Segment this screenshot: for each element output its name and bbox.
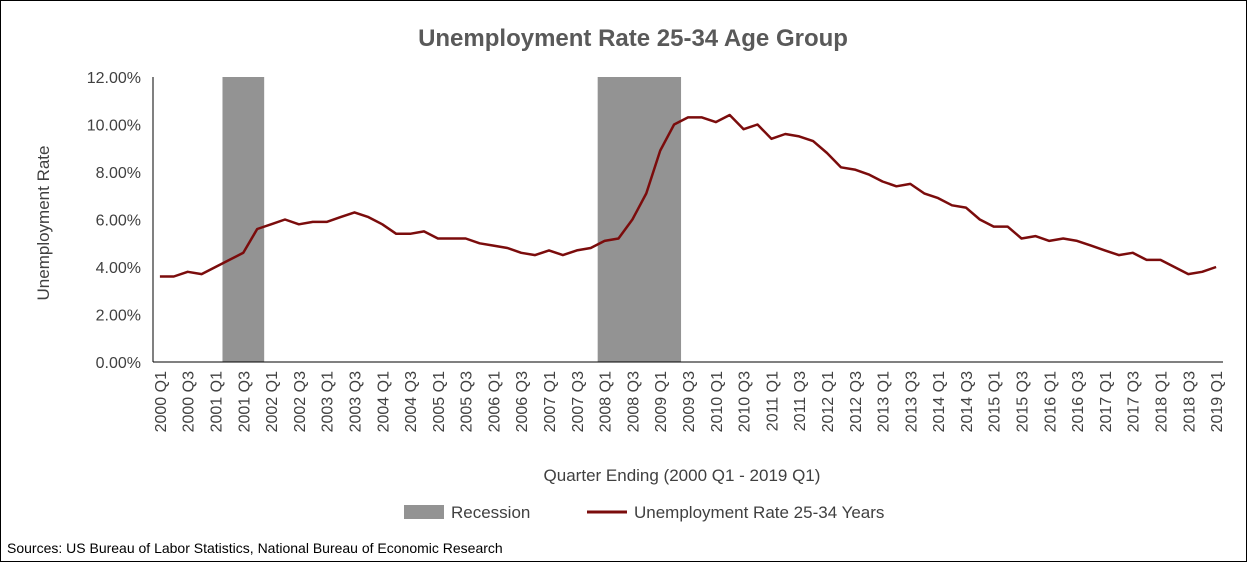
x-tick-label: 2004 Q3: [403, 371, 420, 432]
x-tick-label: 2013 Q3: [903, 371, 920, 432]
x-tick-label: 2007 Q1: [542, 371, 559, 432]
x-tick-label: 2008 Q3: [625, 371, 642, 432]
x-tick-label: 2002 Q1: [264, 371, 281, 432]
y-tick-label: 6.00%: [96, 213, 141, 230]
x-tick-label: 2014 Q3: [959, 371, 976, 432]
y-tick-label: 8.00%: [96, 165, 141, 182]
x-tick-label: 2004 Q1: [375, 371, 392, 432]
x-tick-label: 2007 Q3: [570, 371, 587, 432]
x-tick-label: 2010 Q3: [737, 371, 754, 432]
y-tick-labels: 0.00% 2.00% 4.00% 6.00% 8.00% 10.00% 12.00%: [87, 70, 141, 372]
y-tick-label: 10.00%: [87, 118, 141, 135]
x-tick-label: 2000 Q3: [181, 371, 198, 432]
x-tick-label: 2002 Q3: [292, 371, 309, 432]
recession-bands: [222, 77, 681, 362]
x-tick-label: 2011 Q1: [764, 371, 781, 431]
x-tick-label: 2016 Q3: [1070, 371, 1087, 432]
x-tick-label: 2001 Q3: [236, 371, 253, 432]
x-tick-label: 2010 Q1: [709, 371, 726, 432]
x-tick-label: 2017 Q3: [1126, 371, 1143, 432]
x-tick-label: 2014 Q1: [931, 371, 948, 432]
y-tick-label: 4.00%: [96, 260, 141, 277]
recession-band-2: [598, 77, 681, 362]
plot-axes: [153, 77, 1223, 362]
legend: Recession Unemployment Rate 25-34 Years: [404, 503, 884, 522]
x-tick-label: 2015 Q1: [987, 371, 1004, 432]
chart-title: Unemployment Rate 25-34 Age Group: [418, 25, 848, 52]
x-tick-label: 2019 Q1: [1209, 371, 1226, 432]
x-tick-label: 2009 Q1: [653, 371, 670, 432]
x-tick-label: 2017 Q1: [1098, 371, 1115, 432]
x-tick-label: 2003 Q1: [320, 371, 337, 432]
legend-recession-label: Recession: [451, 503, 530, 522]
x-axis-label: Quarter Ending (2000 Q1 - 2019 Q1): [544, 466, 821, 485]
x-tick-label: 2001 Q1: [209, 371, 226, 432]
x-tick-label: 2006 Q1: [486, 371, 503, 432]
source-note: Sources: US Bureau of Labor Statistics, …: [7, 540, 503, 556]
series-line-unemployment-25-34: [160, 115, 1216, 277]
x-tick-label: 2012 Q3: [848, 371, 865, 432]
x-tick-label: 2012 Q1: [820, 371, 837, 432]
x-tick-label: 2013 Q1: [876, 371, 893, 432]
x-tick-label: 2005 Q1: [431, 371, 448, 432]
x-tick-label: 2016 Q1: [1042, 371, 1059, 432]
x-tick-label: 2005 Q3: [459, 371, 476, 432]
legend-series-label: Unemployment Rate 25-34 Years: [634, 503, 884, 522]
x-tick-label: 2018 Q3: [1181, 371, 1198, 432]
x-tick-label: 2009 Q3: [681, 371, 698, 432]
x-tick-labels: 2000 Q1 2000 Q3 2001 Q1 2001 Q3 2002 Q1 2002 …: [153, 371, 1226, 432]
recession-band-1: [222, 77, 264, 362]
x-tick-label: 2000 Q1: [153, 371, 170, 432]
y-axis-label: Unemployment Rate: [34, 146, 53, 301]
legend-recession-swatch: [404, 505, 444, 519]
x-tick-label: 2003 Q3: [347, 371, 364, 432]
y-tick-label: 2.00%: [96, 308, 141, 325]
y-tick-label: 12.00%: [87, 70, 141, 87]
x-tick-label: 2015 Q3: [1015, 371, 1032, 432]
y-tick-label: 0.00%: [96, 355, 141, 372]
x-tick-label: 2008 Q1: [598, 371, 615, 432]
series-layer: [160, 115, 1216, 277]
x-tick-label: 2011 Q3: [792, 371, 809, 431]
x-tick-label: 2018 Q1: [1153, 371, 1170, 432]
x-tick-label: 2006 Q3: [514, 371, 531, 432]
